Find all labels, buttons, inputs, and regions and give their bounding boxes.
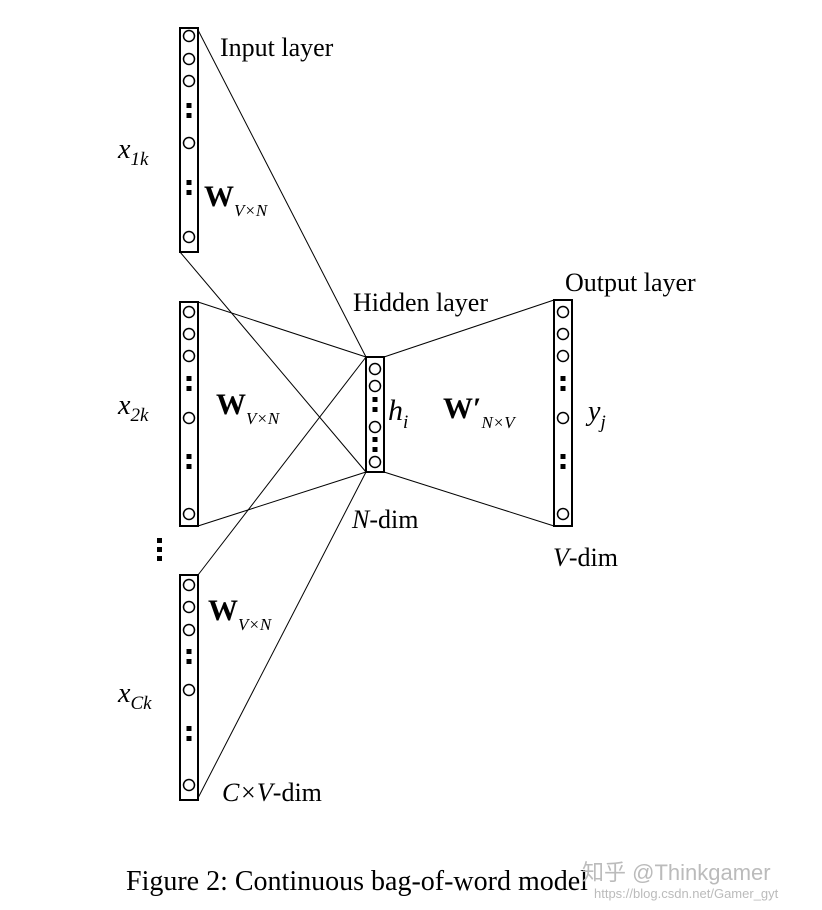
connection-line — [197, 29, 367, 358]
hidden-h-label: hi — [388, 394, 408, 433]
output-weight-matrix-label: W′N×V — [443, 392, 517, 432]
figure-caption: Figure 2: Continuous bag-of-word model — [126, 866, 588, 897]
input-layer-box-2 — [179, 301, 199, 527]
connection-line — [197, 356, 367, 576]
ellipsis-dot — [186, 180, 192, 185]
ellipsis-dot — [186, 649, 192, 654]
output-y-label: yj — [585, 396, 606, 433]
weight-matrix-label-2: WV×N — [216, 388, 281, 428]
context-ellipsis — [157, 538, 162, 561]
ellipsis-dot — [186, 386, 192, 391]
watermark-line1: 知乎 @Thinkgamer — [582, 860, 771, 885]
connection-lines — [179, 29, 555, 799]
ellipsis-dot — [186, 103, 192, 108]
input-layer-label: Input layer — [220, 33, 334, 62]
neuron-node — [182, 305, 196, 319]
xck-label: xCk — [117, 678, 152, 714]
ellipsis-dot — [186, 454, 192, 459]
neuron-node — [182, 623, 196, 637]
ellipsis-dot — [560, 454, 566, 459]
ellipsis-dot — [372, 407, 378, 412]
x1k-label: x1k — [117, 134, 149, 170]
neuron-node — [556, 349, 570, 363]
neuron-node — [182, 349, 196, 363]
neuron-node — [182, 578, 196, 592]
input-layer-box-1 — [179, 27, 199, 253]
neuron-node — [182, 74, 196, 88]
neuron-node — [556, 305, 570, 319]
neuron-node — [182, 230, 196, 244]
x2k-label: x2k — [117, 390, 149, 426]
ellipsis-dot — [186, 464, 192, 469]
ellipsis-dot — [560, 386, 566, 391]
neuron-node — [182, 29, 196, 43]
weight-matrix-label-1: WV×N — [204, 180, 269, 220]
neuron-node — [182, 136, 196, 150]
connection-line — [383, 299, 555, 358]
ellipsis-dot — [186, 376, 192, 381]
hidden-layer-label: Hidden layer — [353, 288, 488, 317]
ellipsis-dot — [372, 437, 378, 442]
neuron-node — [182, 507, 196, 521]
hidden-layer-box — [365, 356, 385, 473]
neuron-node — [182, 600, 196, 614]
connection-line — [383, 471, 555, 527]
ellipsis-dot — [186, 190, 192, 195]
neuron-node — [368, 379, 382, 393]
neuron-node — [182, 778, 196, 792]
neuron-node — [368, 420, 382, 434]
neuron-node — [182, 52, 196, 66]
ellipsis-dot — [186, 726, 192, 731]
ellipsis-dot — [372, 447, 378, 452]
ellipsis-dot — [372, 397, 378, 402]
neuron-node — [556, 507, 570, 521]
v-dim-label: V-dim — [553, 543, 618, 572]
n-dim-label: N-dim — [351, 505, 418, 534]
neuron-node — [556, 327, 570, 341]
ellipsis-dot — [186, 659, 192, 664]
ellipsis-dot — [186, 736, 192, 741]
neuron-node — [182, 683, 196, 697]
neuron-node — [556, 411, 570, 425]
neuron-node — [368, 362, 382, 376]
connection-line — [197, 471, 367, 799]
neuron-node — [182, 411, 196, 425]
ellipsis-dot — [560, 464, 566, 469]
output-layer-label: Output layer — [565, 268, 696, 297]
cv-dim-label: C×V-dim — [222, 778, 322, 807]
connection-line — [179, 251, 367, 473]
watermark-line2: https://blog.csdn.net/Gamer_gyt — [594, 886, 779, 901]
ellipsis-dot — [560, 376, 566, 381]
connection-line — [197, 301, 367, 358]
neuron-node — [182, 327, 196, 341]
ellipsis-dot — [186, 113, 192, 118]
neuron-node — [368, 455, 382, 469]
input-layer-box-3 — [179, 574, 199, 801]
connection-line — [197, 471, 367, 527]
weight-matrix-label-3: WV×N — [208, 594, 273, 634]
